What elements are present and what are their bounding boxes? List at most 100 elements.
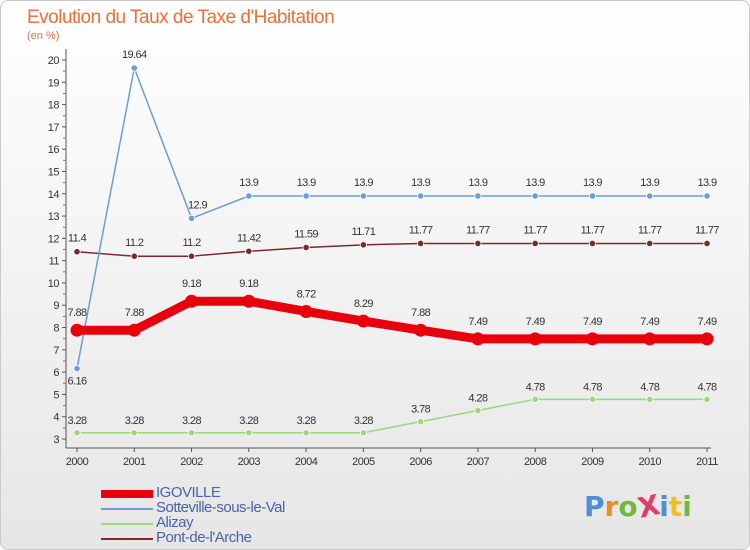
data-point-alizay — [474, 406, 482, 415]
data-point-pont-de-l-arche — [130, 252, 138, 260]
data-point-sotteville-sous-le-val — [417, 192, 425, 200]
legend-swatch — [101, 538, 153, 540]
data-point-pont-de-l-arche — [474, 239, 482, 248]
data-point-igoville — [242, 294, 256, 308]
y-tick-label: 12 — [48, 233, 60, 245]
data-point-sotteville-sous-le-val — [646, 192, 654, 200]
data-label-igoville: 7.49 — [526, 316, 545, 328]
y-tick-label: 4 — [53, 412, 59, 424]
data-label-sotteville-sous-le-val: 13.9 — [468, 177, 487, 189]
data-label-alizay: 3.78 — [411, 404, 430, 416]
data-point-igoville — [356, 314, 370, 328]
legend-label: Pont-de-l'Arche — [156, 529, 252, 546]
data-label-alizay: 4.28 — [468, 392, 487, 404]
data-label-pont-de-l-arche: 11.77 — [523, 224, 547, 236]
x-tick-label: 2002 — [180, 456, 203, 468]
data-label-pont-de-l-arche: 11.77 — [466, 224, 490, 236]
data-label-alizay: 3.28 — [354, 415, 373, 427]
data-label-pont-de-l-arche: 11.2 — [125, 237, 144, 249]
data-label-igoville: 8.29 — [354, 298, 373, 310]
x-tick-label: 2003 — [238, 456, 261, 468]
y-tick-label: 13 — [48, 211, 60, 223]
data-point-sotteville-sous-le-val — [302, 192, 310, 200]
data-label-sotteville-sous-le-val: 6.16 — [67, 376, 86, 388]
data-point-alizay — [588, 395, 597, 403]
data-label-pont-de-l-arche: 11.2 — [182, 237, 201, 249]
data-point-pont-de-l-arche — [703, 239, 711, 248]
y-tick-label: 14 — [48, 189, 60, 201]
data-label-igoville: 7.49 — [640, 316, 659, 328]
data-point-sotteville-sous-le-val — [130, 64, 138, 72]
data-label-sotteville-sous-le-val: 19.64 — [122, 49, 147, 61]
data-label-sotteville-sous-le-val: 13.9 — [239, 177, 258, 189]
data-point-pont-de-l-arche — [73, 248, 81, 256]
data-point-igoville — [471, 332, 485, 346]
data-label-alizay: 3.28 — [67, 415, 86, 427]
legend-label: Alizay — [156, 514, 194, 531]
data-point-igoville — [528, 332, 542, 346]
data-point-pont-de-l-arche — [302, 243, 310, 252]
data-point-alizay — [245, 429, 253, 437]
data-label-sotteville-sous-le-val: 13.9 — [697, 177, 716, 189]
data-label-pont-de-l-arche: 11.77 — [409, 224, 433, 236]
x-tick-label: 2004 — [295, 456, 318, 468]
y-tick-label: 3 — [53, 434, 59, 446]
data-point-pont-de-l-arche — [588, 239, 597, 248]
y-tick-label: 20 — [48, 55, 60, 67]
data-point-alizay — [187, 429, 196, 437]
y-tick-label: 10 — [48, 278, 60, 290]
chart-subtitle: (en %) — [27, 30, 60, 42]
data-label-sotteville-sous-le-val: 12.9 — [188, 199, 207, 211]
x-tick-label: 2006 — [409, 456, 432, 468]
data-label-pont-de-l-arche: 11.77 — [695, 224, 719, 236]
proxiti-logo: ProXiti — [584, 488, 692, 525]
x-tick-label: 2010 — [638, 456, 661, 468]
x-tick-label: 2007 — [467, 456, 490, 468]
y-tick-label: 15 — [48, 166, 60, 178]
y-tick-label: 17 — [48, 122, 60, 134]
data-label-igoville: 7.88 — [125, 307, 144, 319]
chart-title: Evolution du Taux de Taxe d'Habitation — [27, 7, 335, 28]
data-label-pont-de-l-arche: 11.42 — [237, 232, 261, 244]
series-line-pont-de-l-arche — [76, 242, 708, 257]
data-label-pont-de-l-arche: 11.59 — [294, 228, 318, 240]
y-tick-label: 18 — [48, 100, 60, 112]
data-label-igoville: 7.88 — [67, 307, 86, 319]
data-point-sotteville-sous-le-val — [588, 192, 597, 200]
x-tick-label: 2011 — [696, 456, 718, 468]
data-point-sotteville-sous-le-val — [245, 192, 253, 200]
data-point-alizay — [417, 418, 425, 426]
data-point-igoville — [585, 332, 599, 346]
series-line-alizay — [76, 398, 708, 434]
data-label-igoville: 7.49 — [583, 316, 602, 328]
data-label-alizay: 4.78 — [697, 381, 716, 393]
data-label-igoville: 8.72 — [297, 288, 316, 300]
data-point-pont-de-l-arche — [359, 241, 367, 249]
y-tick-label: 11 — [49, 256, 60, 268]
y-tick-label: 8 — [53, 323, 59, 335]
data-point-sotteville-sous-le-val — [73, 364, 81, 373]
y-tick-label: 5 — [53, 389, 59, 401]
legend-swatch — [101, 523, 153, 525]
data-label-alizay: 3.28 — [182, 415, 201, 427]
data-label-igoville: 7.88 — [411, 307, 430, 319]
data-point-alizay — [302, 429, 310, 437]
x-tick-label: 2005 — [352, 456, 375, 468]
data-point-sotteville-sous-le-val — [531, 192, 539, 200]
data-point-alizay — [703, 395, 711, 403]
data-label-alizay: 3.28 — [239, 415, 258, 427]
data-label-pont-de-l-arche: 11.71 — [352, 226, 376, 238]
legend-label: Sotteville-sous-le-Val — [156, 499, 285, 516]
data-point-igoville — [643, 332, 657, 346]
data-label-sotteville-sous-le-val: 13.9 — [640, 177, 659, 189]
data-point-pont-de-l-arche — [646, 239, 654, 248]
data-point-alizay — [646, 395, 654, 403]
data-point-pont-de-l-arche — [531, 239, 539, 248]
data-point-pont-de-l-arche — [187, 252, 196, 260]
data-label-sotteville-sous-le-val: 13.9 — [526, 177, 545, 189]
data-point-igoville — [127, 323, 141, 337]
data-label-sotteville-sous-le-val: 13.9 — [583, 177, 602, 189]
data-point-alizay — [531, 395, 539, 403]
